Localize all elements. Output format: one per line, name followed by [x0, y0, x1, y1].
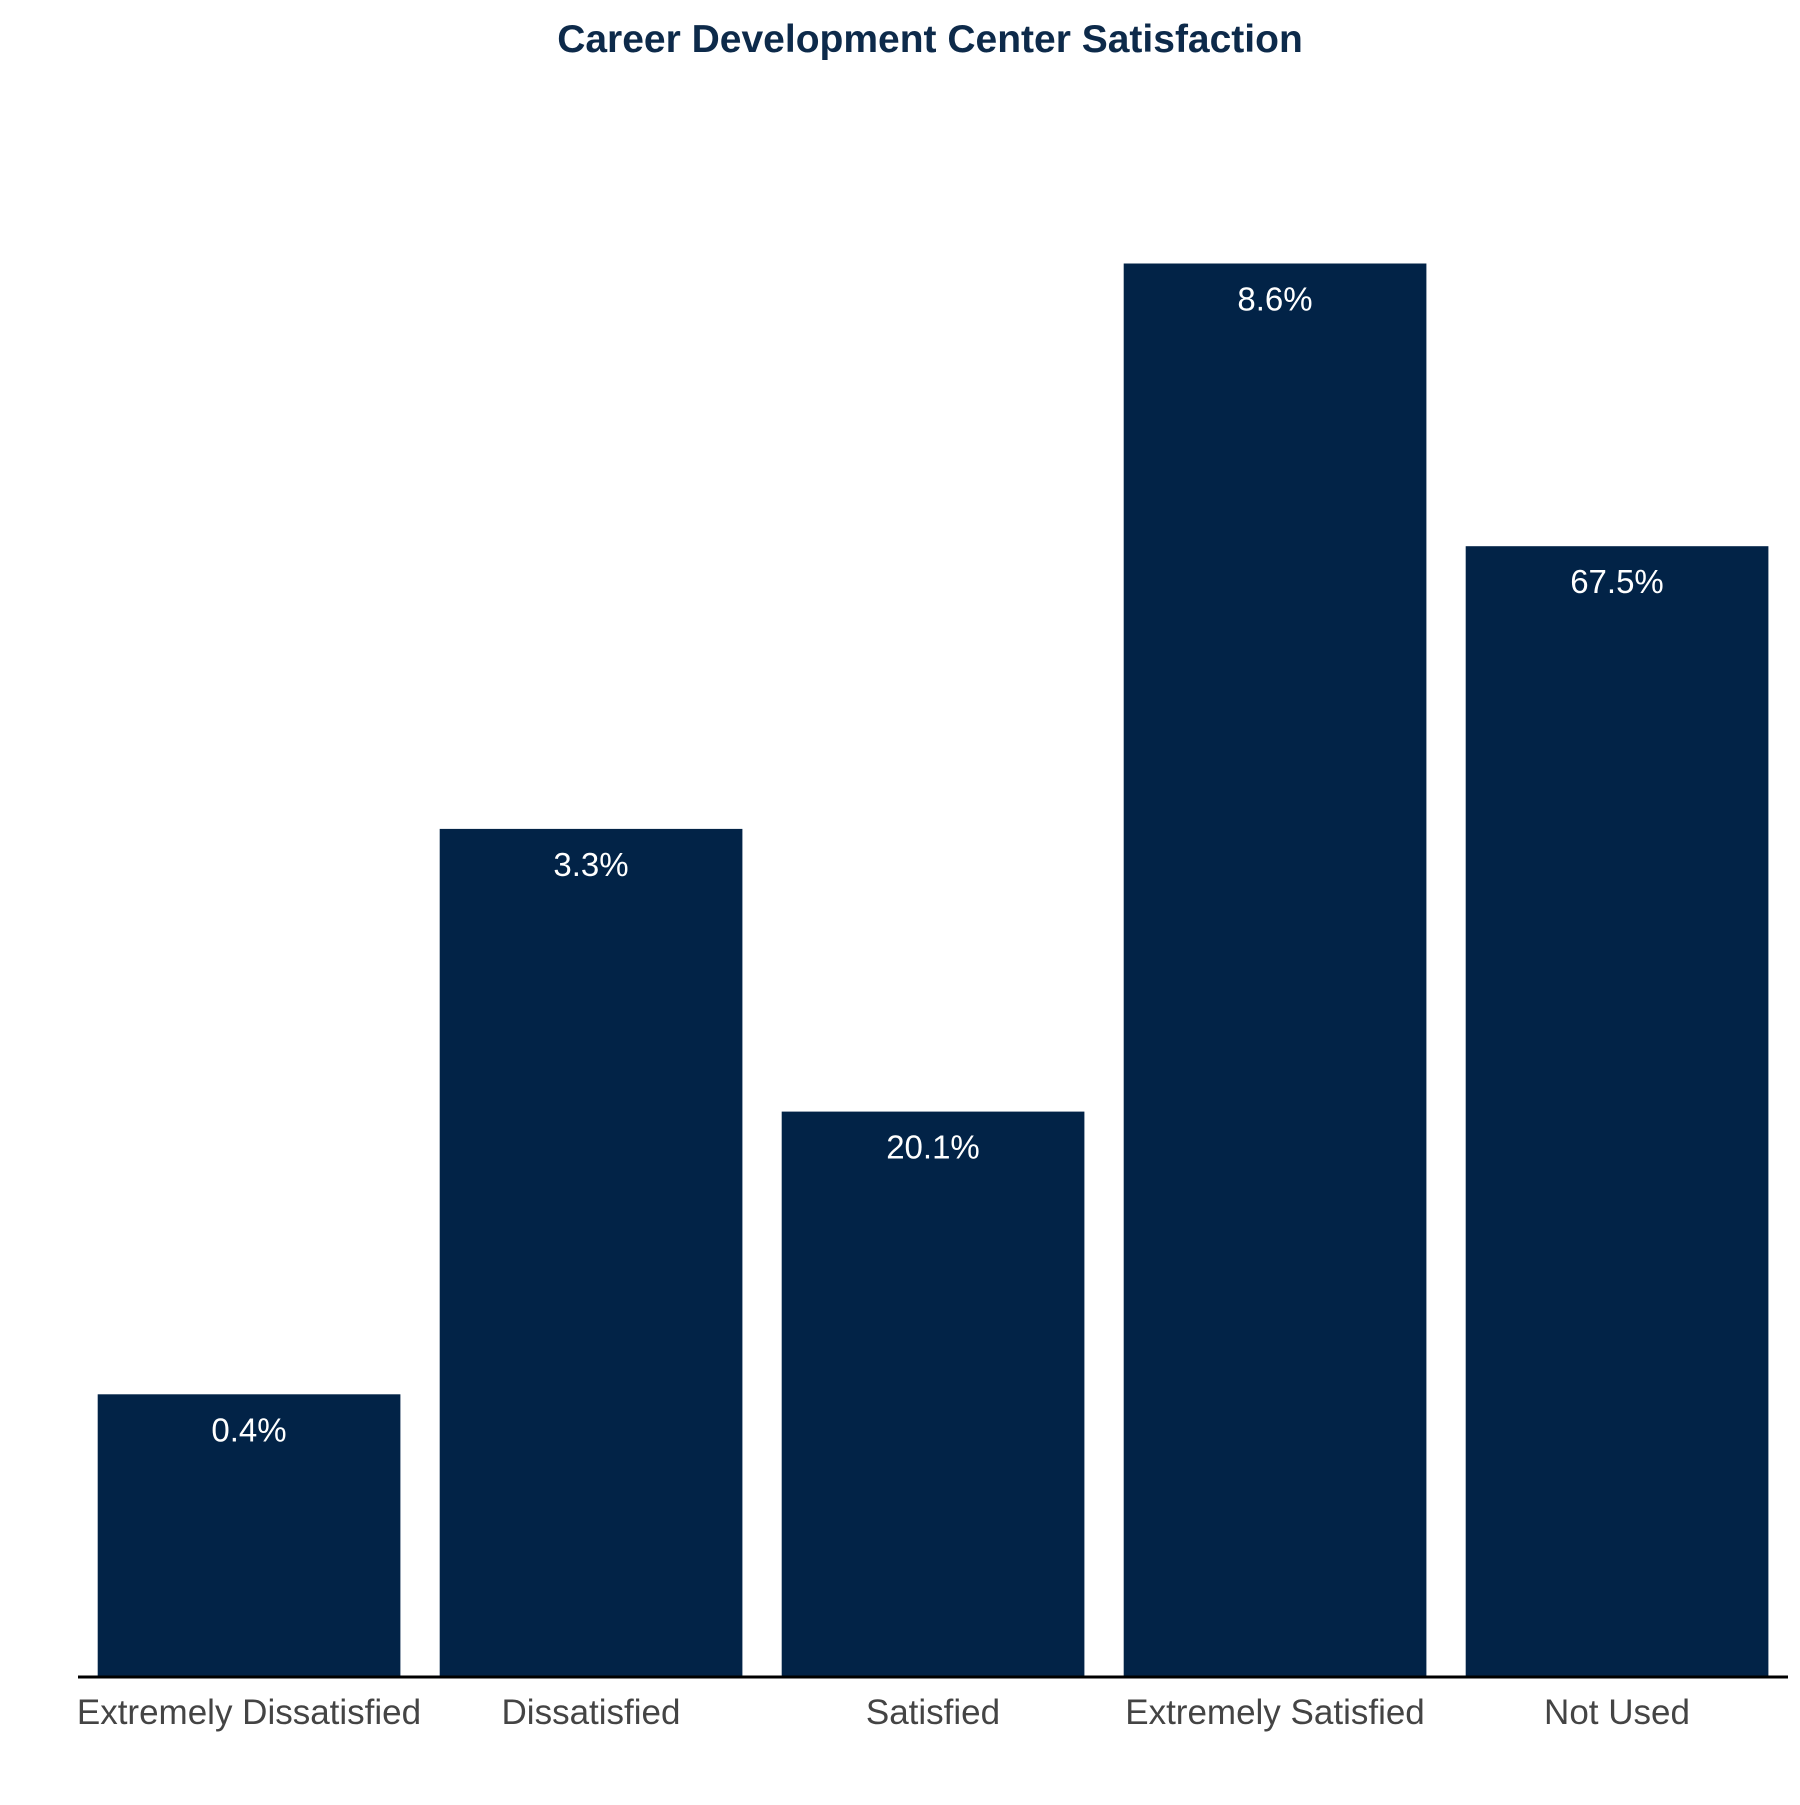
x-tick-label-0: Extremely Dissatisfied: [77, 1693, 421, 1732]
bars-group: [97, 263, 1769, 1678]
bar-1: [439, 828, 743, 1677]
bar-3: [1123, 263, 1427, 1677]
bar-label-4: 67.5%: [1570, 563, 1664, 600]
bar-label-1: 3.3%: [553, 846, 628, 883]
x-tick-label-1: Dissatisfied: [502, 1693, 681, 1732]
bar-label-2: 20.1%: [886, 1129, 980, 1166]
bar-2: [781, 1111, 1085, 1677]
bar-label-3: 8.6%: [1237, 281, 1312, 318]
bar-label-0: 0.4%: [211, 1411, 286, 1448]
chart-title: Career Development Center Satisfaction: [557, 18, 1303, 61]
bar-0: [97, 1394, 401, 1677]
x-tick-label-3: Extremely Satisfied: [1125, 1693, 1425, 1732]
x-tick-label-4: Not Used: [1544, 1693, 1690, 1732]
bar-4: [1465, 546, 1769, 1678]
x-tick-label-2: Satisfied: [866, 1693, 1000, 1732]
x-tick-labels: Extremely Dissatisfied Dissatisfied Satisf…: [77, 1693, 1690, 1732]
bar-labels-group: 0.4% 3.3% 20.1% 8.6% 67.5%: [211, 281, 1663, 1449]
